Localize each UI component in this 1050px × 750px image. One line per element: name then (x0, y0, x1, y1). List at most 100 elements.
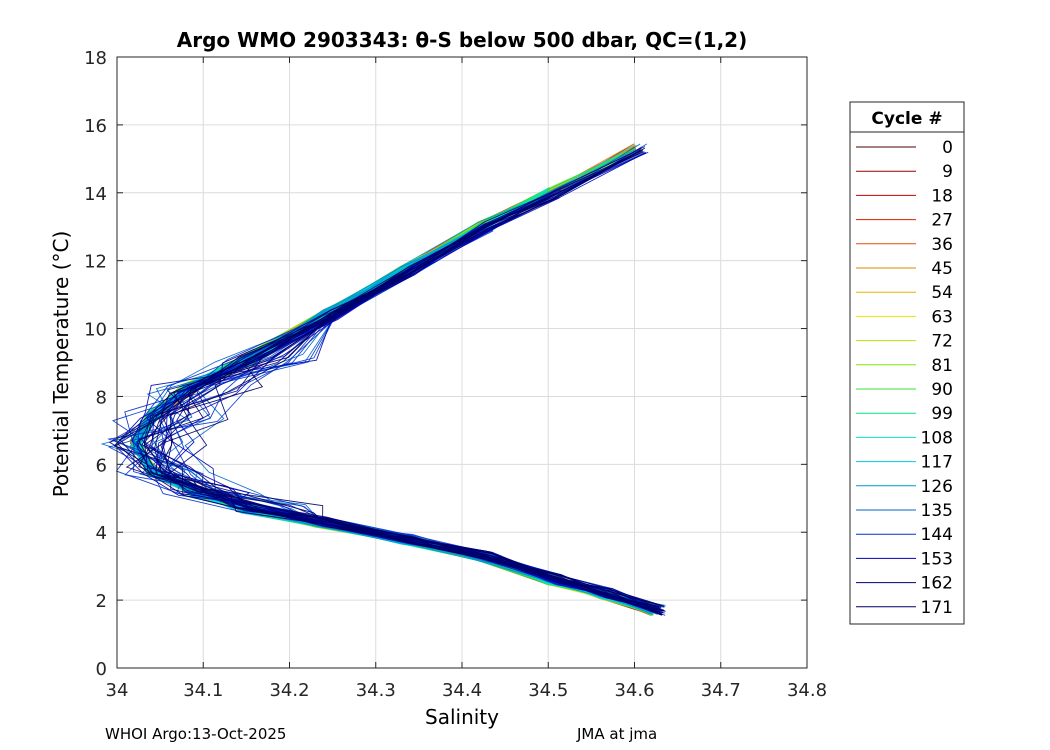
y-tick-label: 18 (84, 48, 107, 69)
profile-line (133, 271, 654, 609)
profile-line (134, 267, 651, 608)
legend-label: 9 (942, 162, 953, 182)
profile-line (133, 188, 651, 613)
profile-line (132, 266, 653, 615)
profile-line (132, 271, 652, 610)
profile-line (133, 275, 654, 609)
legend-label: 144 (921, 525, 953, 545)
profile-line (132, 191, 654, 611)
profile-line (134, 270, 654, 611)
profile-line (149, 272, 659, 606)
profile-line (135, 268, 652, 612)
profile-line (136, 193, 653, 608)
profile-line (134, 191, 653, 613)
profile-line (143, 149, 666, 608)
profile-line (135, 189, 654, 611)
profile-line (134, 230, 651, 613)
x-axis-label: Salinity (425, 705, 499, 729)
x-tick-label: 34.8 (787, 680, 827, 701)
legend-label: 153 (921, 549, 953, 569)
profile-line (141, 274, 654, 612)
legend-label: 63 (931, 307, 953, 327)
profile-line (154, 273, 661, 614)
y-tick-label: 10 (84, 320, 107, 341)
legend-label: 54 (931, 283, 953, 303)
profile-line (137, 274, 652, 611)
profile-line (138, 229, 652, 610)
profile-line (138, 268, 652, 608)
legend-label: 162 (921, 574, 953, 594)
profile-line (164, 153, 660, 609)
legend-box (849, 101, 965, 625)
profile-line (147, 269, 659, 613)
profile-line (131, 191, 652, 609)
legend-label: 171 (921, 598, 953, 618)
profile-line (136, 188, 653, 610)
profile-line (134, 194, 652, 607)
profile-line (131, 228, 662, 608)
legend-label: 108 (921, 428, 953, 448)
profile-line (136, 268, 652, 616)
profile-line (139, 190, 652, 607)
legend-label: 135 (921, 501, 953, 521)
profile-line (133, 196, 653, 612)
x-tick-label: 34 (106, 680, 129, 701)
profile-line (130, 192, 653, 612)
profile-line (135, 231, 653, 611)
legend-label: 99 (931, 404, 953, 424)
profile-line (131, 231, 653, 614)
profile-line (130, 267, 652, 612)
y-tick-label: 6 (96, 455, 107, 476)
profile-line (132, 230, 653, 614)
profile-series (100, 143, 666, 616)
profile-line (133, 191, 654, 610)
profile-line (132, 268, 654, 616)
y-tick-label: 12 (84, 252, 107, 273)
profile-line (133, 196, 652, 606)
profile-line (162, 274, 659, 614)
profile-line (131, 267, 653, 614)
profile-line (144, 266, 659, 611)
x-tick-label: 34.1 (183, 680, 223, 701)
profile-line (136, 273, 654, 608)
profile-line (161, 266, 658, 611)
axes: 34 34.1 34.2 34.3 34.4 34.5 34.6 34.7 34.8 0 2 4 6 8 1… (84, 48, 827, 701)
profile-line (137, 189, 653, 608)
legend-label: 126 (921, 477, 953, 497)
profile-line (124, 270, 664, 613)
profile-line (133, 267, 653, 612)
profile-line (132, 193, 654, 615)
profile-line (132, 273, 654, 607)
profile-line (136, 189, 652, 608)
profile-line (134, 268, 652, 607)
profile-line (138, 274, 654, 614)
footer-agency: JMA at jma (577, 725, 658, 743)
legend-label: 36 (931, 235, 953, 255)
profile-line (155, 222, 665, 614)
profile-line (138, 190, 654, 610)
profile-line (119, 149, 662, 616)
profile-line (129, 266, 654, 616)
y-tick-label: 14 (84, 184, 107, 205)
x-tick-label: 34.2 (269, 680, 309, 701)
profile-line (133, 274, 654, 615)
y-tick-label: 2 (96, 591, 107, 612)
profile-line (131, 267, 651, 608)
legend-label: 45 (931, 259, 953, 279)
profile-line (138, 269, 662, 608)
profile-line (138, 268, 654, 616)
profile-line (143, 275, 660, 606)
profile-line (137, 191, 654, 612)
legend-label: 72 (931, 332, 953, 352)
profile-line (134, 194, 654, 612)
profile-line (134, 193, 654, 607)
x-tick-label: 34.7 (701, 680, 741, 701)
profile-line (133, 196, 652, 611)
footer-source: WHOI Argo:13-Oct-2025 (105, 725, 287, 743)
profile-line (160, 197, 657, 607)
profile-line (115, 274, 660, 607)
x-tick-label: 34.3 (356, 680, 396, 701)
legend-label: 90 (931, 380, 953, 400)
legend-title: Cycle # (871, 109, 942, 129)
y-tick-label: 16 (84, 116, 107, 137)
